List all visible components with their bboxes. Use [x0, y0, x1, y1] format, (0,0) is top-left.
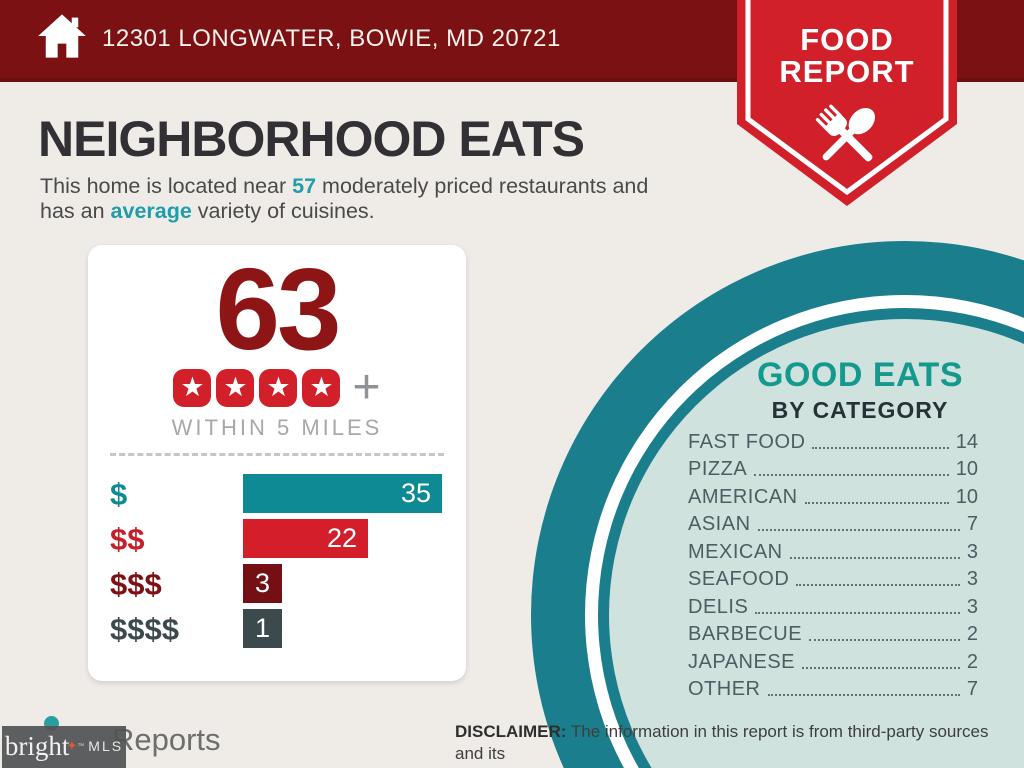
good-eats-subtitle: BY CATEGORY	[771, 397, 949, 423]
category-label: JAPANESE	[688, 650, 795, 673]
disclaimer: DISCLAIMER: The information in this repo…	[455, 721, 1000, 768]
radius-label: WITHIN 5 MILES	[171, 415, 383, 440]
category-value: 2	[966, 623, 978, 645]
category-leader	[804, 501, 949, 504]
food-report-badge: FOOD REPORT	[737, 0, 957, 208]
category-leader	[796, 584, 960, 586]
reports-label: Reports	[112, 722, 221, 757]
category-label: OTHER	[688, 678, 761, 700]
logo-trademark: ™	[77, 742, 85, 750]
category-row: ASIAN 7	[688, 511, 978, 539]
restaurant-count: 57	[292, 174, 317, 198]
category-row: JAPANESE 2	[688, 648, 978, 676]
category-row: MEXICAN 3	[688, 538, 978, 566]
price-bar-value: 35	[400, 478, 431, 508]
category-label: AMERICAN	[688, 485, 798, 508]
category-label: SEAFOOD	[688, 568, 790, 590]
page-title: NEIGHBORHOOD EATS	[38, 111, 585, 167]
score-card: 63 ★ ★ ★ ★ + WITHIN 5 MILES $35 $$ 22 $$$ 3 $$$$ 1	[88, 245, 466, 681]
price-bar-label: $$$$	[110, 611, 179, 646]
restaurant-score: 63	[215, 244, 341, 374]
price-bar-chart: $35 $$ 22 $$$ 3 $$$$ 1	[88, 471, 466, 651]
subtitle: This home is located near 57 moderately …	[40, 174, 720, 224]
good-eats-header: GOOD EATS BY CATEGORY	[700, 356, 1020, 424]
category-value: 3	[966, 595, 978, 618]
star-icon: ★	[173, 369, 212, 407]
price-bar-value: 3	[254, 568, 271, 598]
star-icon: ★	[259, 369, 298, 407]
price-bar: 1	[243, 609, 282, 648]
category-row: BARBECUE 2	[688, 621, 978, 649]
price-bar-row: $$$ 3	[88, 561, 466, 606]
badge-line1: FOOD	[800, 22, 894, 57]
category-value: 7	[966, 513, 978, 535]
price-bar-value: 22	[326, 523, 357, 553]
price-bar-value: 1	[254, 613, 271, 643]
plus-icon: +	[352, 361, 381, 414]
category-row: FAST FOOD 14	[688, 428, 978, 456]
disclaimer-line2: accuracy cannot be guaranteed.	[455, 767, 698, 768]
logo-bright-text: bright	[4, 730, 70, 761]
price-bar: 3	[243, 564, 282, 603]
category-row: DELIS 3	[688, 593, 978, 621]
category-value: 14	[955, 430, 978, 453]
category-list: FAST FOOD 14 PIZZA 10 AMERICAN 10 ASIAN 7 MEXICA…	[688, 428, 978, 703]
category-label: DELIS	[688, 595, 749, 618]
category-value: 3	[966, 568, 978, 590]
category-leader	[812, 446, 949, 449]
subtitle-text: has an	[40, 198, 111, 223]
price-bar: 35	[243, 474, 442, 513]
category-value: 2	[966, 650, 978, 673]
category-row: AMERICAN 10	[688, 483, 978, 511]
category-leader	[754, 474, 949, 476]
price-bar-row: $$$$ 1	[88, 606, 466, 651]
category-row: PIZZA 10	[688, 456, 978, 484]
home-icon	[38, 14, 86, 58]
disclaimer-line1: The information in this report is from t…	[455, 722, 989, 764]
disclaimer-label: DISCLAIMER:	[455, 722, 567, 741]
bright-mls-logo: bright ✦ ™ MLS	[2, 726, 126, 768]
category-label: FAST FOOD	[688, 430, 806, 453]
subtitle-text: This home is located near	[40, 174, 293, 198]
star-icon: ★	[216, 369, 255, 407]
star-icon: ★	[302, 369, 341, 407]
property-address: 12301 LONGWATER, BOWIE, MD 20721	[102, 25, 561, 52]
card-divider	[110, 453, 444, 456]
category-leader	[767, 694, 960, 696]
category-value: 7	[966, 678, 978, 700]
category-label: BARBECUE	[688, 623, 803, 645]
category-row: SEAFOOD 3	[688, 566, 978, 594]
category-leader	[755, 611, 960, 614]
cutlery-icon	[815, 104, 876, 162]
badge-line2: REPORT	[779, 54, 914, 89]
category-label: ASIAN	[688, 513, 751, 535]
category-leader	[802, 666, 960, 669]
star-rating: ★ ★ ★ ★ +	[88, 361, 466, 414]
price-bar-row: $35	[88, 471, 466, 516]
logo-mls-text: MLS	[88, 738, 124, 754]
variety-accent: average	[110, 198, 192, 223]
subtitle-text: moderately priced restaurants and	[316, 174, 649, 198]
price-bar-label: $$	[110, 521, 145, 556]
category-leader	[789, 556, 960, 559]
category-label: MEXICAN	[688, 540, 783, 563]
category-leader	[809, 639, 960, 641]
good-eats-title: GOOD EATS	[757, 356, 963, 394]
category-leader	[757, 529, 960, 531]
category-value: 10	[955, 485, 978, 508]
price-bar: 22	[243, 519, 368, 558]
category-row: OTHER 7	[688, 676, 978, 704]
price-bar-label: $$$	[110, 566, 162, 601]
price-bar-row: $$ 22	[88, 516, 466, 561]
category-value: 3	[966, 540, 978, 563]
category-value: 10	[955, 458, 978, 480]
logo-star-icon: ✦	[66, 738, 78, 753]
price-bar-label: $	[110, 476, 128, 511]
category-label: PIZZA	[688, 458, 748, 480]
subtitle-text: variety of cuisines.	[191, 198, 375, 223]
